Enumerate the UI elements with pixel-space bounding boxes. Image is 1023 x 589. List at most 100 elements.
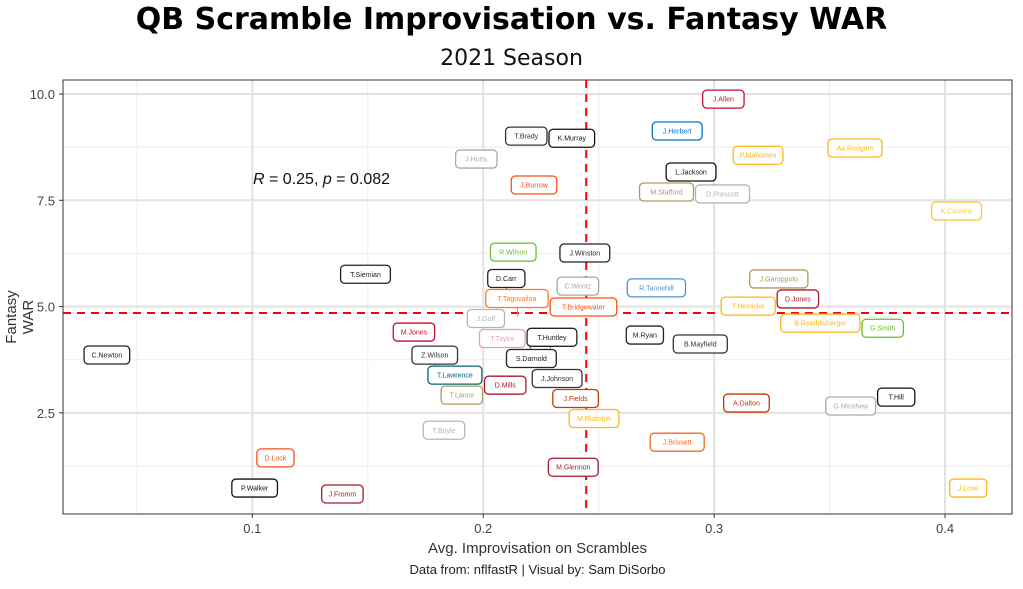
label-box [651, 121, 703, 141]
player-name: K.Murray [558, 136, 587, 143]
player-name: T.Huntley [537, 335, 567, 342]
label-box [931, 201, 983, 221]
label-box [720, 296, 776, 316]
player-name: C.Wentz [565, 284, 592, 291]
label-box [638, 182, 695, 202]
point-label: C.Newton [83, 345, 131, 365]
player-name: T.Siemian [350, 272, 381, 279]
point-label: R.Tannehill [626, 278, 687, 298]
point-label: T.Heinicke [720, 296, 776, 316]
player-name: A.Dalton [733, 401, 760, 408]
y-axis-label: Fantasy WAR [3, 290, 37, 344]
label-box [548, 128, 596, 148]
label-box [392, 322, 436, 342]
point-label: B.Mayfield [672, 334, 728, 354]
player-name: J.Allen [713, 97, 734, 104]
player-name: J.Hurts [465, 157, 488, 164]
player-name: D.Mills [495, 383, 516, 390]
point-label: B.Roethlisberger [780, 313, 861, 333]
y-tick-label: 2.5 [37, 406, 55, 421]
label-box [510, 175, 558, 195]
point-label: D.Carr [487, 268, 526, 293]
player-name: T.Taylor [490, 336, 515, 343]
label-box [321, 484, 364, 504]
label-box [256, 448, 295, 468]
label-box [483, 375, 527, 395]
point-label: T.Lawrence [427, 365, 483, 385]
player-name: S.Darnold [516, 356, 547, 363]
player-name: P.Walker [241, 486, 269, 493]
player-name: G.Minshew [833, 404, 869, 411]
label-box [549, 297, 618, 317]
player-name: R.Tannehill [639, 285, 674, 292]
player-name: T.Bridgewater [562, 304, 605, 311]
chart-subtitle: 2021 Season [440, 46, 583, 71]
chart-title: QB Scramble Improvisation vs. Fantasy WA… [135, 2, 888, 37]
label-box [702, 89, 745, 109]
plot-border [62, 79, 1013, 515]
x-tick-label: 0.3 [705, 521, 723, 536]
label-box [732, 145, 784, 165]
label-box [547, 457, 599, 477]
player-name: J.Goff [477, 316, 496, 323]
point-label: M.Ryan [625, 325, 665, 345]
label-box [861, 318, 905, 338]
point-label: D.Jones [776, 289, 820, 309]
player-name: T.Heinicke [732, 304, 764, 311]
point-label: T.Hill [876, 387, 916, 407]
label-box [531, 368, 583, 389]
point-label: S.Darnold [505, 340, 557, 369]
player-name: K.Cousins [941, 208, 973, 215]
caption: Data from: nflfastR | Visual by: Sam DiS… [409, 562, 666, 577]
player-name: B.Mayfield [684, 341, 717, 348]
label-box [526, 327, 578, 347]
label-box [487, 268, 526, 289]
label-box [489, 242, 537, 262]
label-box [411, 345, 459, 365]
point-label: J.Garoppolo [749, 269, 809, 289]
label-box [422, 420, 466, 440]
point-label: J.Hurts [454, 149, 498, 169]
point-label: C.Wentz [556, 276, 600, 296]
player-name: T.Hill [889, 395, 905, 402]
point-label: T.Siemian [339, 264, 392, 284]
y-tick-label: 10.0 [30, 87, 55, 102]
label-box [454, 149, 498, 169]
annotation-p-value: = 0.082 [332, 171, 390, 188]
point-label: J.Allen [702, 89, 745, 109]
player-name: C.Newton [92, 353, 123, 360]
player-name: R.Wilson [499, 250, 527, 257]
label-box [556, 276, 600, 296]
player-name: B.Roethlisberger [794, 321, 847, 328]
label-box [723, 393, 770, 413]
player-name: D.Carr [496, 276, 517, 283]
label-box [485, 288, 549, 309]
point-label: J.Goff [466, 308, 506, 329]
label-box [694, 184, 751, 204]
point-label: Z.Wilson [411, 345, 459, 366]
annotation-p-label: p [322, 171, 332, 188]
player-name: D.Prescott [706, 191, 739, 198]
player-name: J.Love [958, 486, 979, 493]
label-box [665, 162, 717, 182]
point-label: T.Tagovailoa [485, 288, 549, 316]
player-name: G.Smith [870, 326, 895, 333]
player-name: T.Boyle [433, 428, 456, 435]
player-name: Aa.Rodgers [837, 146, 874, 153]
player-name: L.Jackson [675, 170, 707, 177]
correlation-annotation: R = 0.25, p = 0.082 [253, 171, 390, 188]
label-box [231, 478, 279, 498]
label-box [478, 328, 526, 349]
point-label: D.Prescott [694, 184, 751, 204]
label-box [876, 387, 916, 407]
point-label: T.Taylor [478, 326, 526, 349]
point-label: T.Boyle [422, 420, 466, 440]
label-box [505, 348, 557, 369]
x-axis-label: Avg. Improvisation on Scrambles [428, 540, 647, 557]
player-name: T.Lance [450, 393, 475, 400]
point-label: D.Lock [256, 448, 295, 468]
point-label: T.Lance [440, 385, 484, 405]
player-name: J.Garoppolo [760, 276, 798, 283]
